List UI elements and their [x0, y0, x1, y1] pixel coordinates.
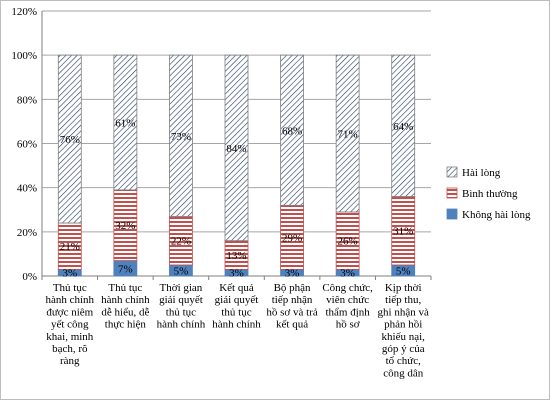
data-label: 3%	[229, 268, 244, 280]
legend-swatch	[446, 208, 458, 220]
category-label: Kịp thời tiếp thu, ghi nhận và phản hồi khiế…	[378, 282, 429, 379]
data-label: 22%	[171, 236, 191, 248]
data-label: 5%	[396, 265, 411, 277]
legend: Hài lòng Bình thường Không hài lòng	[446, 166, 531, 221]
bar-segment	[57, 54, 82, 224]
y-tick-label: 100%	[11, 50, 37, 62]
data-label: 21%	[60, 241, 80, 253]
data-label: 3%	[285, 268, 300, 280]
data-label: 3%	[62, 268, 77, 280]
legend-swatch	[446, 187, 458, 199]
y-tick-label: 20%	[17, 227, 37, 239]
category-label: Thời gian giải quyết thủ tục hành chính	[157, 282, 206, 331]
bar-segment	[224, 54, 249, 242]
data-labels-layer: 3% 21% 76% 7% 32% 61% 5% 22% 73% 3% 13% 84% 3% 29% 68%…	[60, 118, 414, 280]
data-label: 71%	[338, 129, 358, 141]
data-label: 61%	[115, 118, 135, 130]
data-label: 64%	[393, 121, 413, 133]
data-label: 7%	[118, 263, 133, 275]
category-label: Kết quả giải quyết thủ tục hành chính	[212, 282, 261, 331]
data-label: 29%	[282, 232, 302, 244]
data-label: 84%	[226, 143, 246, 155]
data-label: 73%	[171, 131, 191, 143]
data-label: 68%	[282, 125, 302, 137]
legend-entry: Bình thường	[462, 188, 518, 200]
bar-segment	[280, 54, 304, 206]
y-tick-label: 60%	[17, 139, 37, 151]
bar-segment	[113, 54, 138, 191]
y-tick-label: 80%	[17, 94, 37, 106]
y-tick-label: 0%	[22, 271, 37, 283]
y-tick-label: 120%	[11, 6, 37, 18]
bar-segment	[391, 54, 416, 197]
category-label: Công chức, viên chức thẩm định hồ sơ	[322, 282, 373, 331]
legend-swatch	[446, 166, 458, 178]
data-label: 32%	[115, 220, 135, 232]
category-labels-layer: Thủ tục hành chính được niêm yết công khai, …	[45, 282, 428, 379]
legend-entry: Không hài lòng	[462, 209, 531, 221]
category-label: Bộ phận tiếp nhận hồ sơ và trả kết quả	[266, 282, 317, 331]
legend-entry: Hài lòng	[462, 167, 501, 179]
category-label: Thủ tục hành chính dễ hiểu, dễ thực hiện	[101, 282, 150, 331]
bar-segment	[169, 54, 193, 217]
bar-segment	[335, 54, 360, 213]
data-label: 3%	[340, 268, 355, 280]
bars-layer	[57, 54, 416, 277]
y-tick-label: 40%	[17, 183, 37, 195]
data-label: 13%	[226, 250, 246, 262]
data-label: 5%	[174, 265, 189, 277]
data-label: 26%	[338, 236, 358, 248]
data-label: 76%	[60, 134, 80, 146]
category-label: Thủ tục hành chính được niêm yết công khai, …	[45, 282, 94, 367]
data-label: 31%	[393, 226, 413, 238]
